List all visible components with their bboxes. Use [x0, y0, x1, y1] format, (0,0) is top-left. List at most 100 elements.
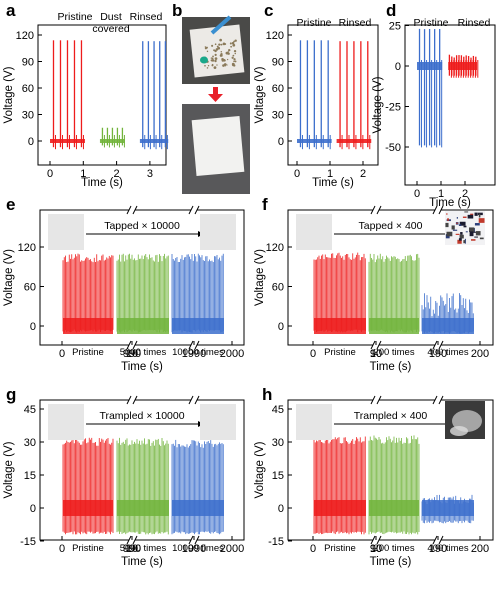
water-droplet: [200, 56, 208, 64]
damage-fleck: [451, 225, 455, 230]
axis-break-mark: [194, 340, 200, 350]
series-label: 10000 times: [172, 347, 224, 358]
series-label-pristine: Pristine: [296, 17, 331, 29]
axis-break-gap: [129, 206, 135, 214]
axis-break-mark: [376, 205, 382, 215]
y-axis-label: Voltage (V): [3, 441, 15, 498]
axes-frame-c: [287, 24, 379, 166]
series-label: 400 times: [427, 543, 468, 554]
series-label-rinsed: Rinsed: [339, 17, 372, 29]
y-tick-label: 120: [266, 242, 284, 254]
axis-break-mark: [132, 340, 138, 350]
axis-break-mark: [376, 395, 382, 405]
dust-particle: [233, 64, 236, 67]
damage-fleck: [464, 211, 469, 213]
panel-b-photos: [182, 15, 250, 194]
series-label-pristine: Pristine: [57, 11, 92, 23]
dust-particle: [216, 64, 218, 66]
x-tick-label: 200: [471, 543, 489, 555]
x-tick-label: 0: [310, 543, 316, 555]
cycled-sample-photo: [200, 404, 236, 440]
axis-break-mark: [126, 395, 132, 405]
x-tick-label: 1: [327, 168, 333, 180]
y-tick-label: 60: [272, 83, 284, 95]
axis-break-mark: [188, 535, 194, 545]
annotation-label: Tapped × 10000: [104, 220, 180, 232]
x-tick-label: 2: [114, 168, 120, 180]
damage-fleck: [474, 236, 478, 238]
x-tick-label: 1990: [182, 348, 206, 360]
dust-particle: [216, 45, 219, 48]
series-label-rinsed: Rinsed: [458, 17, 491, 29]
damage-fleck: [469, 227, 475, 233]
y-tick-label: 0: [278, 321, 284, 333]
dust-particle: [227, 58, 229, 61]
x-tick-label: 0: [294, 168, 300, 180]
y-tick-label: 90: [22, 57, 34, 69]
x-axis-label: Time (s): [81, 177, 123, 189]
y-tick-label: -50: [385, 142, 401, 154]
x-tick-label: 10: [370, 543, 382, 555]
damage-fleck: [478, 212, 483, 216]
y-tick-label: 25: [389, 21, 401, 33]
axis-break-mark: [370, 205, 376, 215]
damage-fleck: [446, 231, 453, 237]
dust-particle: [207, 65, 210, 67]
y-tick-label: 0: [30, 503, 36, 515]
dust-particle: [214, 53, 217, 56]
dust-particle: [222, 58, 226, 62]
series-label: 200 times: [373, 543, 414, 554]
x-tick-label: 2000: [220, 348, 244, 360]
y-tick-label: 60: [272, 282, 284, 294]
x-axis-label: Time (s): [370, 361, 412, 373]
damage-fleck: [445, 222, 449, 228]
damage-fleck: [471, 231, 476, 233]
y-tick-label: 30: [22, 110, 34, 122]
dust-particle: [206, 50, 209, 53]
panel-g-signals: [62, 437, 224, 535]
axis-break-mark: [432, 340, 438, 350]
y-tick-label: 90: [272, 57, 284, 69]
damage-fleck: [463, 240, 466, 244]
y-axis-label: Voltage (V): [3, 66, 15, 123]
y-tick-label: 0: [28, 136, 34, 148]
damage-fleck: [459, 234, 464, 239]
dust-particle: [230, 45, 233, 48]
dust-particle: [210, 59, 213, 62]
y-tick-label: 30: [272, 110, 284, 122]
x-tick-label: 0: [47, 168, 53, 180]
dust-particle: [211, 57, 214, 60]
pristine-sample-photo: [296, 214, 332, 250]
damage-fleck: [478, 213, 481, 218]
axis-break-mark: [438, 535, 444, 545]
axis-break-mark: [438, 395, 444, 405]
damage-fleck: [474, 212, 478, 216]
y-axis-label: Voltage (V): [254, 66, 266, 123]
x-tick-label: 0: [310, 348, 316, 360]
dust-particle: [214, 43, 217, 46]
axis-break-mark: [132, 205, 138, 215]
axis-break-mark: [126, 535, 132, 545]
panel-c-signals: [297, 40, 372, 150]
axes-frame-d: [404, 24, 496, 186]
y-axis-label: Voltage (V): [254, 249, 266, 306]
series-label-pristine: Pristine: [413, 17, 448, 29]
x-tick-label: 200: [471, 348, 489, 360]
axis-break-mark: [376, 340, 382, 350]
damage-fleck: [471, 239, 476, 241]
x-axis-label: Time (s): [121, 556, 163, 568]
dust-particle: [227, 51, 229, 53]
panel-label-g: g: [6, 385, 16, 404]
x-tick-label: 1: [438, 188, 444, 200]
panel-label-h: h: [262, 385, 272, 404]
axis-break-gap: [129, 396, 135, 404]
y-axis-label: Voltage (V): [372, 76, 384, 133]
damage-fleck: [469, 231, 474, 237]
y-tick-label: 0: [30, 321, 36, 333]
x-tick-label: 990: [123, 348, 141, 360]
axis-break-mark: [126, 205, 132, 215]
dust-particle: [218, 43, 221, 46]
damage-fleck: [465, 231, 468, 233]
damage-fleck: [455, 233, 460, 235]
dust-particle: [204, 46, 206, 48]
